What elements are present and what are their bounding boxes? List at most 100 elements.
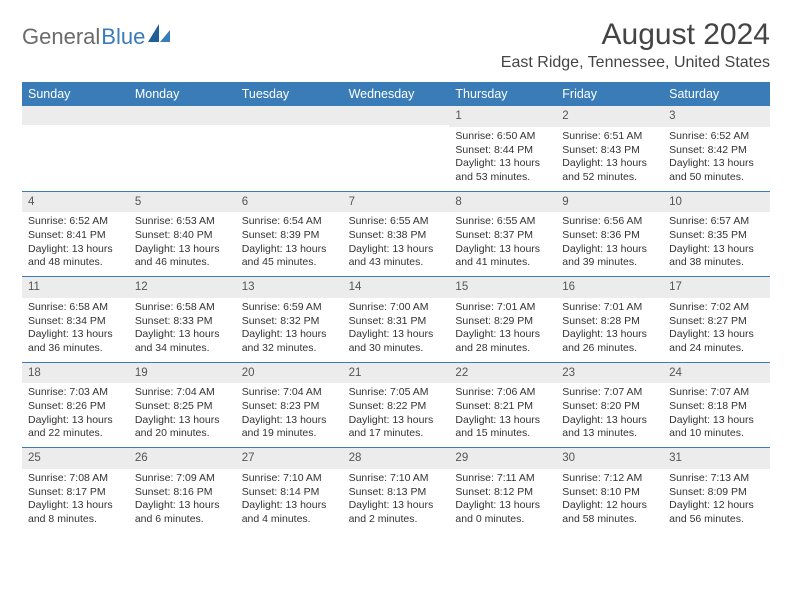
- daylight-text: Daylight: 13 hours and 17 minutes.: [343, 414, 450, 441]
- day-number: 5: [129, 192, 236, 213]
- sunset-text: Sunset: 8:38 PM: [343, 229, 450, 243]
- day-cell: [129, 106, 236, 191]
- day-cell: 8Sunrise: 6:55 AMSunset: 8:37 PMDaylight…: [449, 192, 556, 277]
- page-header: GeneralBlue August 2024 East Ridge, Tenn…: [22, 18, 770, 72]
- sunrise-text: Sunrise: 6:53 AM: [129, 215, 236, 229]
- sunset-text: Sunset: 8:09 PM: [663, 486, 770, 500]
- day-number: 31: [663, 448, 770, 469]
- sunset-text: Sunset: 8:28 PM: [556, 315, 663, 329]
- sunrise-text: Sunrise: 7:08 AM: [22, 472, 129, 486]
- weekday-header: Saturday: [663, 82, 770, 106]
- week-row: 1Sunrise: 6:50 AMSunset: 8:44 PMDaylight…: [22, 106, 770, 192]
- daylight-text: Daylight: 13 hours and 26 minutes.: [556, 328, 663, 355]
- day-number: 3: [663, 106, 770, 127]
- day-cell: 3Sunrise: 6:52 AMSunset: 8:42 PMDaylight…: [663, 106, 770, 191]
- day-cell: 14Sunrise: 7:00 AMSunset: 8:31 PMDayligh…: [343, 277, 450, 362]
- weekday-header: Friday: [556, 82, 663, 106]
- sunrise-text: Sunrise: 6:50 AM: [449, 130, 556, 144]
- location-text: East Ridge, Tennessee, United States: [501, 54, 770, 72]
- day-number: 14: [343, 277, 450, 298]
- day-cell: 20 Sunrise: 7:04 AMSunset: 8:23 PMDayligh…: [236, 363, 343, 448]
- weekday-header: Sunday: [22, 82, 129, 106]
- sunset-text: Sunset: 8:23 PM: [236, 400, 343, 414]
- day-cell: 5 Sunrise: 6:53 AMSunset: 8:40 PMDaylight…: [129, 192, 236, 277]
- daylight-text: Daylight: 13 hours and 43 minutes.: [343, 243, 450, 270]
- sunrise-text: Sunrise: 6:52 AM: [22, 215, 129, 229]
- sunset-text: Sunset: 8:34 PM: [22, 315, 129, 329]
- daylight-text: Daylight: 13 hours and 24 minutes.: [663, 328, 770, 355]
- day-cell: 6Sunrise: 6:54 AMSunset: 8:39 PMDaylight…: [236, 192, 343, 277]
- sunset-text: Sunset: 8:31 PM: [343, 315, 450, 329]
- day-cell: 28Sunrise: 7:10 AMSunset: 8:13 PMDayligh…: [343, 448, 450, 533]
- sunrise-text: Sunrise: 7:13 AM: [663, 472, 770, 486]
- daylight-text: Daylight: 13 hours and 20 minutes.: [129, 414, 236, 441]
- daylight-text: Daylight: 13 hours and 48 minutes.: [22, 243, 129, 270]
- day-cell: [236, 106, 343, 191]
- sunset-text: Sunset: 8:17 PM: [22, 486, 129, 500]
- month-title: August 2024: [501, 18, 770, 52]
- sunset-text: Sunset: 8:12 PM: [449, 486, 556, 500]
- day-number: [22, 106, 129, 125]
- day-number: 27: [236, 448, 343, 469]
- daylight-text: Daylight: 13 hours and 13 minutes.: [556, 414, 663, 441]
- weekday-header: Thursday: [449, 82, 556, 106]
- day-number: 24: [663, 363, 770, 384]
- daylight-text: Daylight: 13 hours and 22 minutes.: [22, 414, 129, 441]
- day-number: 19: [129, 363, 236, 384]
- day-number: 9: [556, 192, 663, 213]
- sunset-text: Sunset: 8:10 PM: [556, 486, 663, 500]
- day-number: 20: [236, 363, 343, 384]
- week-row: 4Sunrise: 6:52 AMSunset: 8:41 PMDaylight…: [22, 192, 770, 278]
- day-number: [343, 106, 450, 125]
- sunrise-text: Sunrise: 7:12 AM: [556, 472, 663, 486]
- weekday-header-row: Sunday Monday Tuesday Wednesday Thursday…: [22, 82, 770, 106]
- sunrise-text: Sunrise: 7:04 AM: [236, 386, 343, 400]
- sunset-text: Sunset: 8:22 PM: [343, 400, 450, 414]
- day-number: 15: [449, 277, 556, 298]
- day-cell: 10Sunrise: 6:57 AMSunset: 8:35 PMDayligh…: [663, 192, 770, 277]
- day-cell: 4Sunrise: 6:52 AMSunset: 8:41 PMDaylight…: [22, 192, 129, 277]
- daylight-text: Daylight: 13 hours and 52 minutes.: [556, 157, 663, 184]
- day-number: [236, 106, 343, 125]
- sunrise-text: Sunrise: 7:04 AM: [129, 386, 236, 400]
- sunset-text: Sunset: 8:43 PM: [556, 144, 663, 158]
- week-row: 25Sunrise: 7:08 AMSunset: 8:17 PMDayligh…: [22, 448, 770, 533]
- day-number: 12: [129, 277, 236, 298]
- sunset-text: Sunset: 8:37 PM: [449, 229, 556, 243]
- sunrise-text: Sunrise: 7:03 AM: [22, 386, 129, 400]
- day-number: 10: [663, 192, 770, 213]
- sunset-text: Sunset: 8:40 PM: [129, 229, 236, 243]
- day-cell: 16Sunrise: 7:01 AMSunset: 8:28 PMDayligh…: [556, 277, 663, 362]
- day-cell: 25Sunrise: 7:08 AMSunset: 8:17 PMDayligh…: [22, 448, 129, 533]
- day-number: 2: [556, 106, 663, 127]
- day-cell: 31Sunrise: 7:13 AMSunset: 8:09 PMDayligh…: [663, 448, 770, 533]
- day-number: 6: [236, 192, 343, 213]
- day-cell: 21Sunrise: 7:05 AMSunset: 8:22 PMDayligh…: [343, 363, 450, 448]
- sunrise-text: Sunrise: 7:06 AM: [449, 386, 556, 400]
- sunrise-text: Sunrise: 6:51 AM: [556, 130, 663, 144]
- daylight-text: Daylight: 13 hours and 19 minutes.: [236, 414, 343, 441]
- sunrise-text: Sunrise: 7:00 AM: [343, 301, 450, 315]
- day-cell: [22, 106, 129, 191]
- logo-text-2: Blue: [101, 24, 145, 50]
- day-number: 7: [343, 192, 450, 213]
- sunrise-text: Sunrise: 6:56 AM: [556, 215, 663, 229]
- sunrise-text: Sunrise: 7:09 AM: [129, 472, 236, 486]
- daylight-text: Daylight: 13 hours and 4 minutes.: [236, 499, 343, 526]
- day-number: 28: [343, 448, 450, 469]
- day-cell: 24Sunrise: 7:07 AMSunset: 8:18 PMDayligh…: [663, 363, 770, 448]
- day-number: 13: [236, 277, 343, 298]
- day-number: 21: [343, 363, 450, 384]
- sunrise-text: Sunrise: 7:01 AM: [449, 301, 556, 315]
- day-number: [129, 106, 236, 125]
- day-cell: 2 Sunrise: 6:51 AMSunset: 8:43 PMDaylight…: [556, 106, 663, 191]
- daylight-text: Daylight: 12 hours and 58 minutes.: [556, 499, 663, 526]
- daylight-text: Daylight: 13 hours and 8 minutes.: [22, 499, 129, 526]
- day-number: 22: [449, 363, 556, 384]
- day-cell: 26Sunrise: 7:09 AMSunset: 8:16 PMDayligh…: [129, 448, 236, 533]
- daylight-text: Daylight: 13 hours and 46 minutes.: [129, 243, 236, 270]
- daylight-text: Daylight: 13 hours and 36 minutes.: [22, 328, 129, 355]
- sunset-text: Sunset: 8:35 PM: [663, 229, 770, 243]
- sunrise-text: Sunrise: 7:01 AM: [556, 301, 663, 315]
- daylight-text: Daylight: 13 hours and 2 minutes.: [343, 499, 450, 526]
